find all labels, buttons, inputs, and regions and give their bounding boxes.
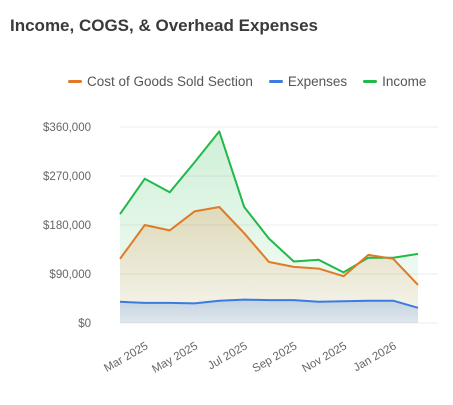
line-expenses <box>119 298 419 309</box>
legend-swatch-expenses <box>268 80 283 83</box>
y-tick-label: $90,000 <box>49 269 91 281</box>
x-tick-label: Mar 2025 <box>102 340 150 375</box>
legend-swatch-income <box>363 80 378 83</box>
x-tick-label: Jul 2025 <box>206 340 250 372</box>
legend-item-income[interactable]: Income <box>363 74 426 89</box>
x-tick-label: Sep 2025 <box>251 340 300 375</box>
x-tick-label: Jan 2026 <box>352 340 399 374</box>
legend-label-income: Income <box>382 74 427 89</box>
x-tick-label: Nov 2025 <box>300 340 349 375</box>
legend-swatch-cogs <box>68 80 82 83</box>
chart-title: Income, COGS, & Overhead Expenses <box>10 16 319 35</box>
legend-item-cogs[interactable]: Cost of Goods Sold Section <box>68 74 253 89</box>
legend-label-cogs: Cost of Goods Sold Section <box>87 74 253 89</box>
y-tick-label: $180,000 <box>43 220 91 232</box>
y-tick-label: $360,000 <box>43 122 91 134</box>
area-expenses <box>120 299 418 323</box>
legend-item-expenses[interactable]: Expenses <box>268 74 348 89</box>
y-tick-label: $270,000 <box>43 171 91 183</box>
line-cogs <box>119 206 419 286</box>
y-tick-label: $0 <box>78 318 91 330</box>
line-income <box>119 130 419 274</box>
legend-label-expenses: Expenses <box>287 74 348 89</box>
area-cogs <box>120 207 418 323</box>
x-tick-label: May 2025 <box>150 340 200 376</box>
legend: Cost of Goods Sold Section Expenses Inco… <box>68 74 426 89</box>
